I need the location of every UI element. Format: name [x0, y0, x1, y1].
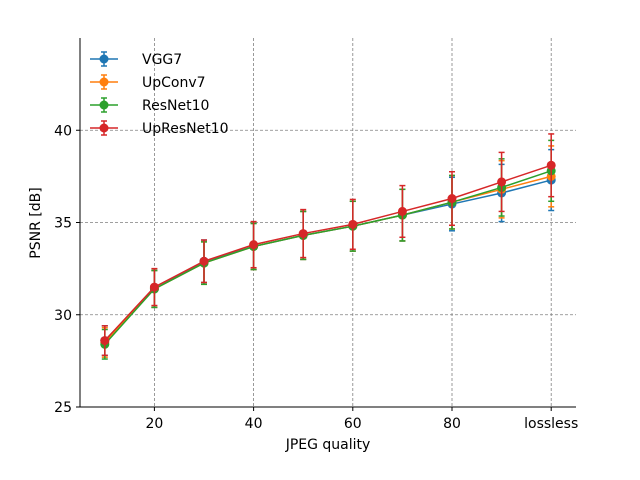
data-point [497, 177, 507, 187]
series-layer [100, 133, 556, 360]
x-axis-ticks: 20 40 60 80 lossless [145, 407, 578, 432]
legend-marker [99, 100, 109, 110]
x-tick-label: 40 [245, 416, 263, 432]
legend-label: VGG7 [142, 52, 182, 68]
grid-lines [80, 38, 576, 408]
data-point [447, 194, 457, 204]
legend-label: UpResNet10 [142, 121, 229, 137]
series-upconv7 [100, 145, 556, 358]
y-axis-label: PSNR [dB] [28, 187, 44, 258]
legend-item: ResNet10 [90, 97, 209, 114]
series-line [104, 164, 552, 342]
series-upresnet10 [100, 133, 556, 357]
x-tick-label: 20 [145, 416, 163, 432]
series-line [104, 179, 552, 342]
x-axis-label: JPEG quality [285, 437, 371, 453]
legend-item: UpResNet10 [90, 120, 229, 137]
legend-label: ResNet10 [142, 98, 209, 114]
legend-marker [99, 123, 109, 133]
data-point [298, 229, 308, 239]
data-point [348, 219, 358, 229]
legend-marker [99, 54, 109, 64]
series-vgg7 [100, 148, 556, 357]
data-point [249, 240, 259, 250]
x-tick-label: 60 [344, 416, 362, 432]
y-tick-label: 25 [54, 400, 72, 416]
data-point [546, 160, 556, 170]
legend-item: VGG7 [90, 51, 182, 68]
series-line [104, 170, 552, 345]
series-line [104, 175, 552, 343]
data-point [199, 256, 209, 266]
series-resnet10 [100, 139, 556, 360]
legend-marker [99, 77, 109, 87]
y-tick-label: 30 [54, 308, 72, 324]
y-tick-label: 40 [54, 123, 72, 139]
data-point [397, 206, 407, 216]
x-tick-label: lossless [524, 416, 578, 432]
legend-label: UpConv7 [142, 75, 206, 91]
y-tick-label: 35 [54, 216, 72, 232]
data-point [100, 336, 110, 346]
legend: VGG7 UpConv7 ResNet10 UpResNet10 [90, 51, 229, 137]
x-tick-label: 80 [443, 416, 461, 432]
y-axis-ticks: 25 30 35 40 [54, 123, 80, 416]
legend-item: UpConv7 [90, 74, 206, 91]
data-point [149, 282, 159, 292]
